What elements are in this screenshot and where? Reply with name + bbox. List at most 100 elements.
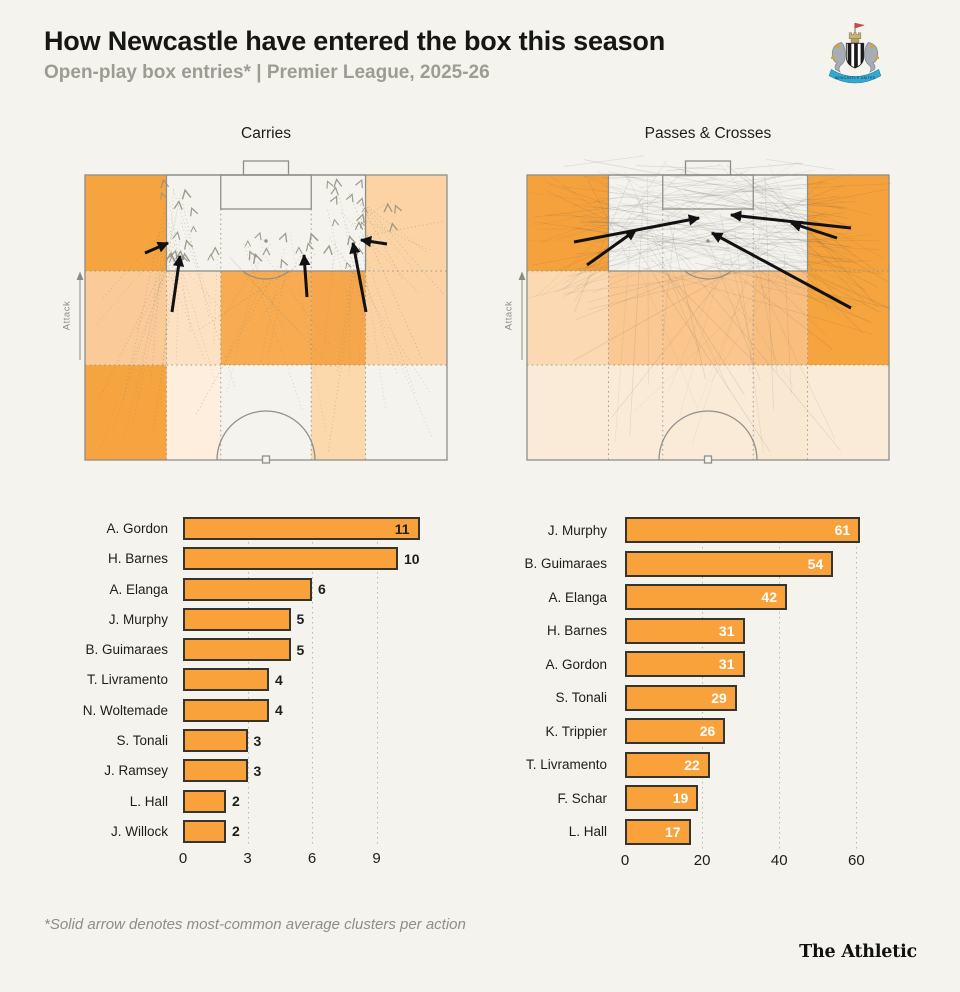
seahorse-left-icon (830, 42, 846, 73)
value-label: 31 (718, 622, 735, 639)
carry-traces (95, 178, 444, 452)
player-label: L. Hall (568, 824, 607, 839)
player-label: B. Guimaraes (85, 642, 168, 658)
page-subtitle: Open-play box entries* | Premier League,… (44, 62, 490, 83)
axis-tick: 6 (307, 849, 317, 867)
bar: 26 (625, 718, 726, 744)
newcastle-crest-icon: NEWCASTLE UNITED (828, 22, 882, 84)
attack-direction-indicator: Attack (60, 270, 86, 362)
attack-label: Attack (503, 300, 515, 331)
value-label: 4 (275, 671, 283, 688)
bar: 4 (183, 668, 283, 692)
value-label: 2 (232, 793, 240, 810)
bar: 2 (183, 819, 240, 843)
bar: 54 (625, 550, 834, 577)
cluster-arrows (144, 235, 388, 313)
gridline (312, 517, 313, 847)
bar: 4 (183, 698, 283, 722)
bar-row: J. Willock 2 (40, 819, 441, 843)
bar-row: B. Guimaraes 5 (40, 638, 441, 662)
axis-tick: 0 (178, 849, 188, 867)
value-label: 4 (275, 702, 283, 719)
bar: 6 (183, 577, 326, 601)
pitch-markings (84, 160, 448, 464)
bar: 10 (183, 547, 420, 571)
player-label: K. Trippier (545, 723, 607, 739)
bar-row: N. Woltemade 4 (40, 698, 441, 722)
bar-row: K. Trippier 26 (467, 718, 866, 744)
bar-row: A. Elanga 42 (467, 584, 866, 610)
value-label: 2 (232, 823, 240, 840)
pitch-map-passes-crosses (525, 155, 892, 464)
value-label: 5 (296, 641, 305, 658)
value-label: 29 (711, 689, 727, 706)
axis-tick: 20 (693, 851, 711, 869)
value-label: 17 (665, 823, 681, 840)
value-label: 11 (394, 520, 410, 537)
player-label: F. Schar (557, 790, 607, 806)
bar-row: T. Livramento 4 (40, 668, 441, 692)
bar: 2 (183, 789, 240, 813)
player-label: J. Ramsey (104, 763, 168, 779)
player-label: A. Elanga (548, 589, 607, 605)
player-label: S. Tonali (116, 733, 168, 749)
zone-heatmap (85, 175, 447, 460)
player-label: J. Murphy (547, 522, 607, 538)
axis-tick: 3 (243, 849, 252, 867)
gridline (702, 517, 704, 849)
bar-row: H. Barnes 31 (467, 617, 866, 644)
bar-row: B. Guimaraes 54 (467, 550, 866, 577)
value-label: 5 (296, 611, 305, 628)
value-label: 3 (253, 762, 262, 779)
bar-row: S. Tonali 3 (40, 729, 441, 753)
athletic-logo: The Athletic (799, 942, 917, 962)
pitch-markings (526, 160, 890, 464)
player-label: T. Livramento (525, 757, 607, 772)
bar-row: A. Elanga 6 (40, 577, 441, 601)
value-label: 61 (834, 522, 851, 538)
bar-row: J. Murphy 5 (40, 607, 441, 631)
bar: 29 (625, 684, 737, 711)
value-label: 19 (672, 790, 689, 806)
bar: 42 (625, 584, 787, 610)
player-label: A. Gordon (106, 521, 168, 536)
bar-row: A. Gordon 31 (467, 651, 866, 677)
player-label: A. Elanga (109, 581, 168, 597)
axis-tick: 0 (620, 851, 630, 869)
player-label: A. Gordon (545, 656, 607, 672)
gridline (856, 517, 858, 849)
attack-arrow-icon (76, 271, 84, 360)
bar: 22 (625, 751, 710, 778)
bar-row: J. Murphy 61 (467, 517, 866, 543)
bar-row: L. Hall 2 (40, 789, 441, 813)
attack-label: Attack (61, 300, 73, 331)
gridline (376, 517, 378, 847)
player-label: J. Murphy (108, 611, 168, 627)
player-label: T. Livramento (86, 672, 168, 688)
bar-row: F. Schar 19 (467, 785, 866, 811)
value-label: 6 (318, 581, 326, 598)
attack-arrow-icon (518, 271, 526, 360)
bar-row: A. Gordon 11 (40, 517, 441, 540)
page-title: How Newcastle have entered the box this … (44, 26, 666, 56)
bar-row: H. Barnes 10 (40, 547, 441, 571)
value-label: 31 (718, 656, 735, 672)
value-label: 42 (761, 589, 777, 605)
axis-tick: 40 (770, 851, 788, 869)
value-label: 26 (699, 723, 716, 739)
seahorse-right-icon (864, 42, 880, 73)
bar-row: L. Hall 17 (467, 818, 866, 845)
cluster-arrows (573, 210, 852, 310)
bar: 19 (625, 785, 699, 811)
pitch-title-passes-crosses: Passes & Crosses (644, 125, 772, 142)
bar: 3 (183, 759, 261, 783)
svg-text:NEWCASTLE UNITED: NEWCASTLE UNITED (835, 76, 876, 80)
value-label: 22 (684, 756, 700, 773)
player-label: L. Hall (129, 793, 168, 809)
player-label: H. Barnes (107, 551, 168, 567)
bar-chart-passes-crosses: J. Murphy 61 B. Guimaraes 54 A. Elanga 42 H. B… (467, 517, 866, 869)
gridline (779, 517, 781, 849)
player-label: S. Tonali (555, 690, 607, 705)
attack-direction-indicator: Attack (502, 270, 528, 362)
